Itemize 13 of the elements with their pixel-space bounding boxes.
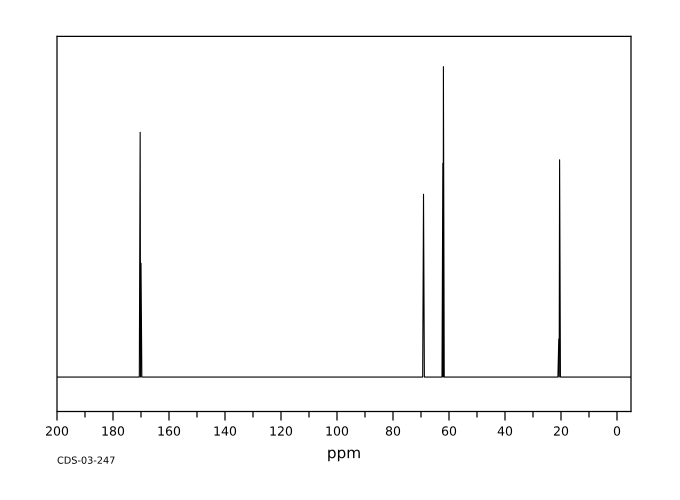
text: CDS-03-247 [58,456,115,464]
x-tick-label: 100 [326,426,348,436]
x-tick-label: 0 [614,426,620,436]
x-tick-label: 140 [214,426,236,436]
x-tick-label: 40 [498,426,512,436]
x-tick-label: 60 [442,426,456,436]
x-tick-label: 80 [386,426,400,436]
x-tick-label: 160 [158,426,180,436]
x-tick-label: 20 [554,426,568,436]
x-tick-label: 120 [270,426,292,436]
x-tick-label: 180 [102,426,124,436]
x-axis-title: ppm [328,450,360,462]
x-tick-label: 200 [46,426,68,436]
